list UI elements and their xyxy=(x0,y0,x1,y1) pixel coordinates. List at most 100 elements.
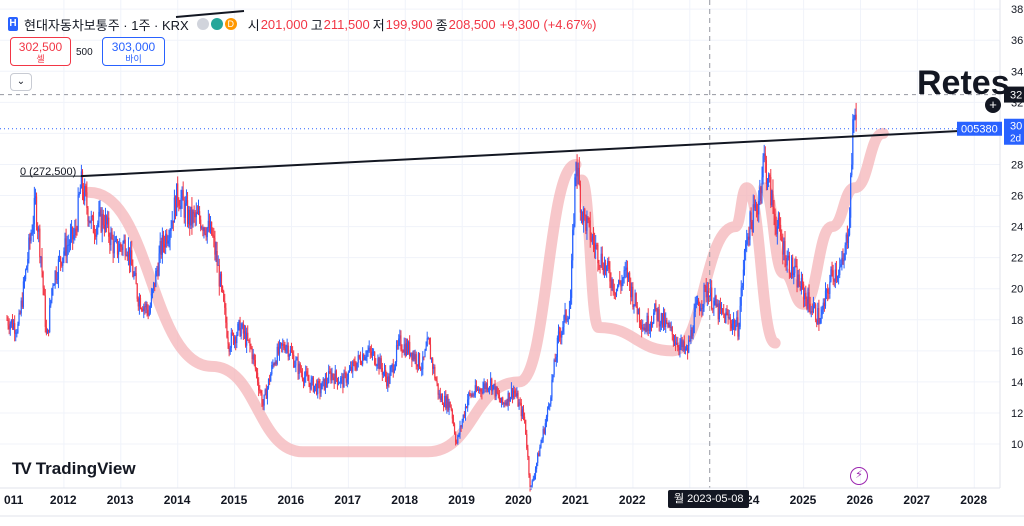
candle-body xyxy=(578,167,580,185)
y-tick-label: 14 xyxy=(1011,377,1023,389)
y-tick-label: 28 xyxy=(1011,159,1023,171)
candle-body xyxy=(770,176,772,206)
candle-body xyxy=(846,234,848,244)
candle-body xyxy=(426,338,428,347)
candle-body xyxy=(725,312,727,323)
candle-body xyxy=(589,220,591,240)
candle-body xyxy=(674,341,677,345)
candle-body xyxy=(604,262,607,272)
candle-body xyxy=(43,287,45,296)
candle-body xyxy=(173,197,176,223)
buy-button[interactable]: 303,000 바이 xyxy=(102,37,165,66)
candle-body xyxy=(695,303,697,305)
candle-body xyxy=(771,190,773,206)
candle-body xyxy=(370,351,372,356)
lightning-icon[interactable]: ⚡ xyxy=(850,467,868,485)
candle-body xyxy=(635,293,637,307)
candle-body xyxy=(473,394,475,396)
candle-body xyxy=(390,367,392,372)
candle-body xyxy=(398,338,400,346)
candle-body xyxy=(666,320,668,323)
add-alert-plus-icon[interactable]: + xyxy=(985,97,1001,113)
candle-body xyxy=(296,359,298,361)
candle-body xyxy=(382,372,385,375)
candle-body xyxy=(274,361,276,365)
candle-body xyxy=(844,245,846,260)
candle-body xyxy=(810,311,812,313)
candle-body xyxy=(523,416,526,420)
candle-body xyxy=(566,319,568,321)
candle-body xyxy=(717,303,719,320)
candle-body xyxy=(557,331,560,338)
candle-body xyxy=(330,372,332,381)
candle-body xyxy=(92,216,95,234)
candle-body xyxy=(500,397,503,403)
candle-body xyxy=(684,348,687,351)
candle-body xyxy=(704,285,706,286)
candle-body xyxy=(518,402,520,407)
candle-body xyxy=(825,289,828,291)
candle-body xyxy=(467,399,469,408)
candle-body xyxy=(250,345,252,349)
candle-body xyxy=(179,205,181,209)
candle-body xyxy=(699,305,701,312)
collapse-button[interactable]: ⌄ xyxy=(10,73,32,91)
candle-body xyxy=(9,323,11,330)
candle-body xyxy=(266,387,269,399)
candle-body xyxy=(854,114,856,117)
candle-body xyxy=(340,377,342,383)
candle-body xyxy=(133,274,135,277)
candle-body xyxy=(235,337,237,344)
candle-body xyxy=(214,237,216,255)
spread-value: 500 xyxy=(76,47,93,58)
candle-body xyxy=(413,353,415,360)
candle-body xyxy=(182,190,184,201)
candle-body xyxy=(772,190,774,207)
candle-body xyxy=(313,385,316,392)
candle-body xyxy=(209,222,212,232)
candle-body xyxy=(713,300,715,309)
candle-body xyxy=(522,409,525,417)
candle-body xyxy=(310,379,312,390)
y-tick-label: 36 xyxy=(1011,35,1023,47)
candle-body xyxy=(349,366,352,371)
candle-body xyxy=(800,278,803,291)
candle-body xyxy=(567,318,569,320)
candle-body xyxy=(386,376,388,387)
candle-body xyxy=(31,232,33,235)
candle-body xyxy=(731,323,734,329)
candle-body xyxy=(189,209,191,226)
candle-body xyxy=(404,344,406,356)
candle-body xyxy=(178,200,180,206)
candle-body xyxy=(584,208,586,216)
candle-body xyxy=(193,211,195,214)
candle-body xyxy=(850,175,852,218)
candle-body xyxy=(611,279,613,288)
candle-body xyxy=(613,291,615,293)
buy-label: 바이 xyxy=(125,54,142,64)
tradingview-logo[interactable]: TV TradingView xyxy=(12,459,136,479)
candle-body xyxy=(632,286,634,307)
candle-body xyxy=(793,273,795,275)
candle-body xyxy=(762,156,764,178)
candle-body xyxy=(363,354,365,360)
candle-body xyxy=(514,390,516,394)
candle-body xyxy=(529,474,531,489)
candle-body xyxy=(481,391,483,394)
candle-body xyxy=(748,236,750,240)
y-tick-label: 12 xyxy=(1011,408,1023,420)
candle-body xyxy=(447,396,449,411)
candle-body xyxy=(293,354,295,368)
candle-body xyxy=(445,395,447,409)
candle-body xyxy=(72,227,74,240)
candle-body xyxy=(172,220,174,223)
candle-body xyxy=(400,335,402,350)
sell-button[interactable]: 302,500 셀 xyxy=(10,37,71,66)
candle-body xyxy=(115,239,118,241)
candle-body xyxy=(226,322,228,338)
symbol-name[interactable]: 현대자동차보통주 · 1주 · KRX xyxy=(24,17,189,33)
candle-body xyxy=(840,264,842,267)
candle-body xyxy=(249,340,251,346)
candle-body xyxy=(362,354,364,365)
